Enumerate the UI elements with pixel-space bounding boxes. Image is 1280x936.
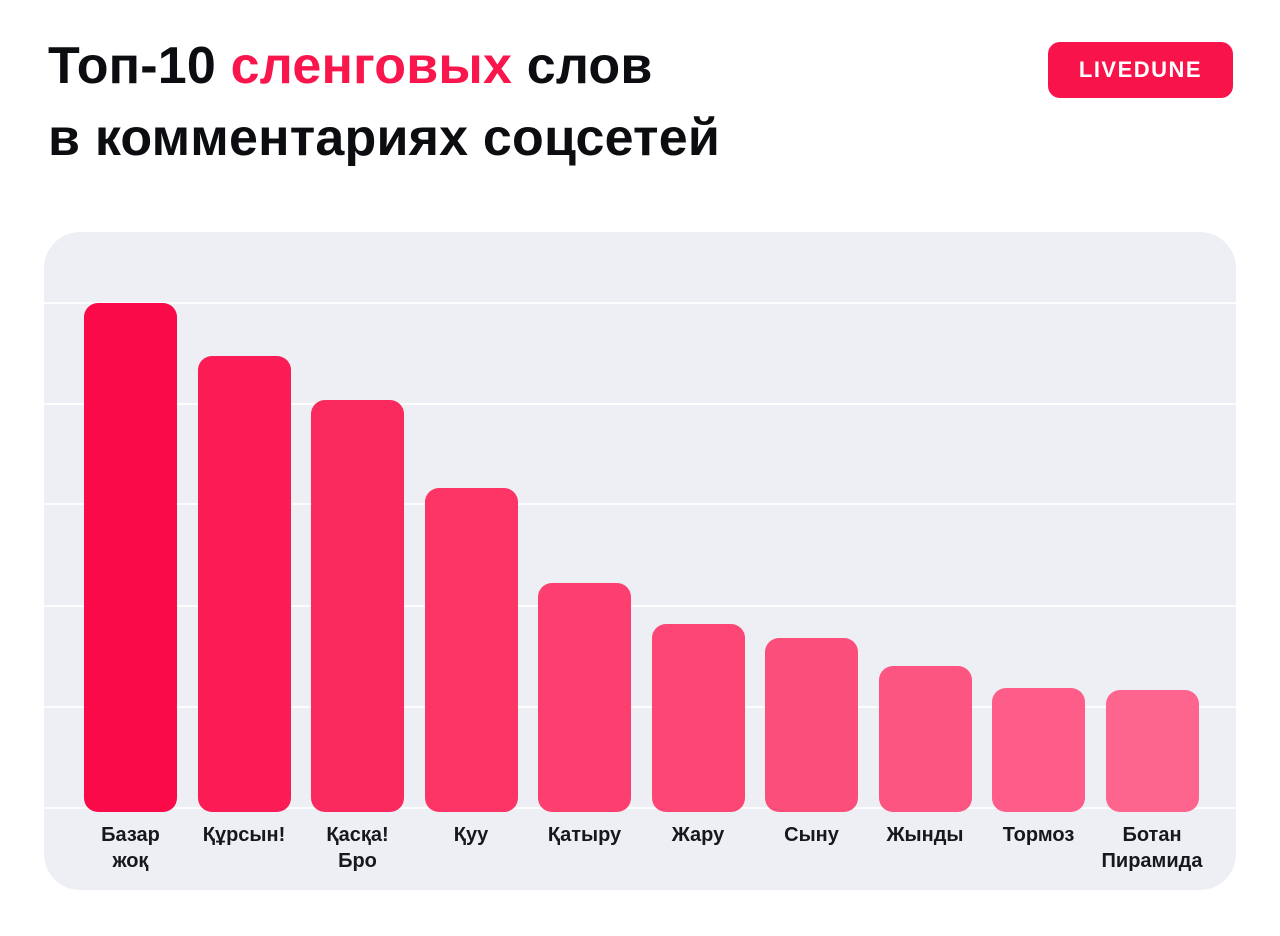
gridline	[44, 503, 1236, 505]
bar-label-line: Ботан	[1122, 824, 1182, 846]
bar-label-line: Жару	[671, 824, 725, 846]
bar	[1105, 690, 1199, 812]
bar	[878, 666, 972, 812]
bar-label: Тормоз	[975, 822, 1103, 848]
bar-label-line: Бро	[338, 850, 377, 872]
brand-badge-label: LIVEDUNE	[1078, 57, 1203, 82]
bar-label: Сыну	[748, 822, 876, 848]
bar-label: Базар жоқ	[67, 822, 195, 874]
title-prefix: Топ-10	[48, 37, 231, 95]
bar	[197, 356, 291, 812]
bar-label-line: Сыну	[784, 824, 839, 846]
bar-label: Жару	[634, 822, 762, 848]
bar-chart-panel: Базар жоқ Құрсын! Қасқа! Бро Қуу Қатыру Жару Сын…	[44, 232, 1236, 890]
bar-label-line: Базар	[101, 824, 160, 846]
bar-label: Қасқа! Бро	[294, 822, 422, 874]
bar-label: Қуу	[407, 822, 535, 848]
bar-label: Құрсын!	[180, 822, 308, 848]
bar-label-line: Қуу	[453, 824, 489, 846]
bar-label-line: жоқ	[112, 850, 149, 872]
title-line2: в комментариях соцсетей	[48, 109, 720, 167]
gridline	[44, 302, 1236, 304]
bar-label-line: Жынды	[886, 824, 964, 846]
bar	[424, 488, 518, 812]
bar	[311, 400, 404, 812]
bar	[651, 624, 745, 812]
gridline	[44, 807, 1236, 809]
bar	[84, 303, 177, 812]
bar-label-line: Қасқа!	[326, 824, 389, 846]
bar-label-line: Тормоз	[1002, 824, 1075, 846]
bar-label-line: Қатыру	[547, 824, 622, 846]
gridline	[44, 706, 1236, 708]
title-suffix: слов	[512, 37, 653, 95]
bar-label-line: Пирамида	[1101, 850, 1203, 872]
title-accent: сленговых	[230, 37, 513, 95]
gridline	[44, 605, 1236, 607]
bar-label: Қатыру	[521, 822, 649, 848]
bar	[538, 583, 631, 812]
gridline	[44, 403, 1236, 405]
livedune-brand-badge: LIVEDUNE	[1048, 42, 1233, 98]
bar-label: Ботан Пирамида	[1088, 822, 1216, 874]
bar-label: Жынды	[861, 822, 989, 848]
bar	[765, 638, 858, 812]
bar-label-line: Құрсын!	[202, 824, 286, 846]
bar	[992, 688, 1085, 812]
page-title: Топ-10 сленговых слов в комментариях соцс…	[48, 30, 720, 174]
